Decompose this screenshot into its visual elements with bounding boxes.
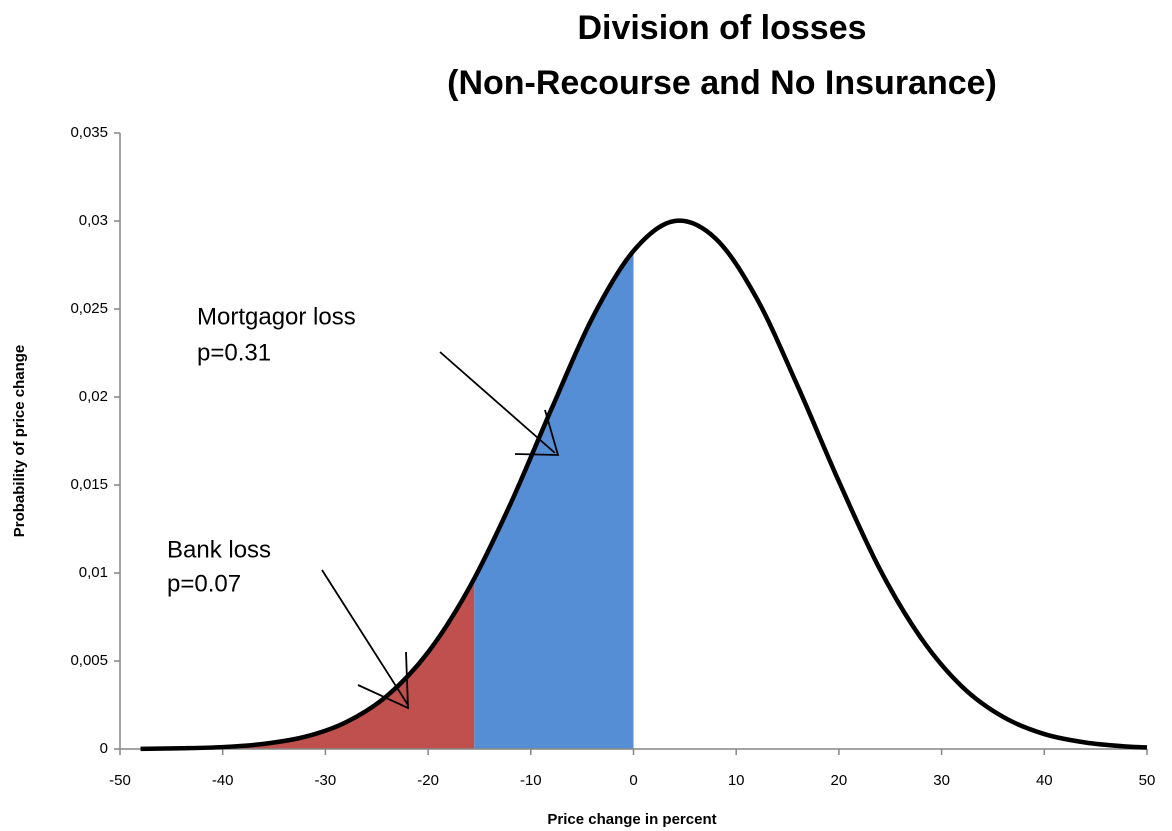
- y-tick-label: 0,005: [70, 652, 108, 669]
- shaded-region: [140, 578, 475, 749]
- annotation: Mortgagor loss: [197, 303, 356, 330]
- x-axis-label: Price change in percent: [547, 811, 716, 828]
- lines: [140, 218, 1148, 752]
- x-tick-label: -30: [315, 772, 337, 789]
- y-tick-label: 0,015: [70, 476, 108, 493]
- annotation: p=0.07: [167, 570, 241, 597]
- x-tick-label: 10: [728, 772, 745, 789]
- chart-title: Division of losses: [577, 9, 866, 47]
- x-tick-label: 0: [629, 772, 637, 789]
- shaded-region: [474, 250, 634, 749]
- x-tick-label: -20: [417, 772, 439, 789]
- y-tick-label: 0,035: [70, 124, 108, 141]
- arrow-head: [514, 409, 560, 456]
- y-tick-label: 0: [100, 740, 108, 757]
- y-tick-label: 0,02: [79, 388, 108, 405]
- y-tick-label: 0,03: [79, 212, 108, 229]
- arrow-head: [357, 651, 409, 710]
- line: [140, 218, 1148, 752]
- ticks: 0 0,005 0,01 0,015 0,02 0,025 0,03 0,035 -50 -40 -…: [70, 124, 1155, 789]
- arrows: [321, 351, 560, 710]
- x-tick-label: -40: [212, 772, 234, 789]
- annotation: p=0.31: [197, 339, 271, 366]
- annotation: Bank loss: [167, 536, 271, 563]
- arrow: [439, 351, 556, 454]
- x-tick-label: -10: [520, 772, 542, 789]
- y-tick-label: 0,025: [70, 300, 108, 317]
- x-tick-label: -50: [109, 772, 131, 789]
- y-tick-label: 0,01: [79, 564, 108, 581]
- x-tick-label: 30: [933, 772, 950, 789]
- arrow: [321, 569, 409, 706]
- x-tick-label: 50: [1139, 772, 1156, 789]
- y-axis-label: Probability of price change: [11, 345, 28, 538]
- chart-title: (Non-Recourse and No Insurance): [447, 64, 997, 102]
- x-tick-label: 20: [831, 772, 848, 789]
- x-tick-label: 40: [1036, 772, 1053, 789]
- areas: [140, 250, 634, 749]
